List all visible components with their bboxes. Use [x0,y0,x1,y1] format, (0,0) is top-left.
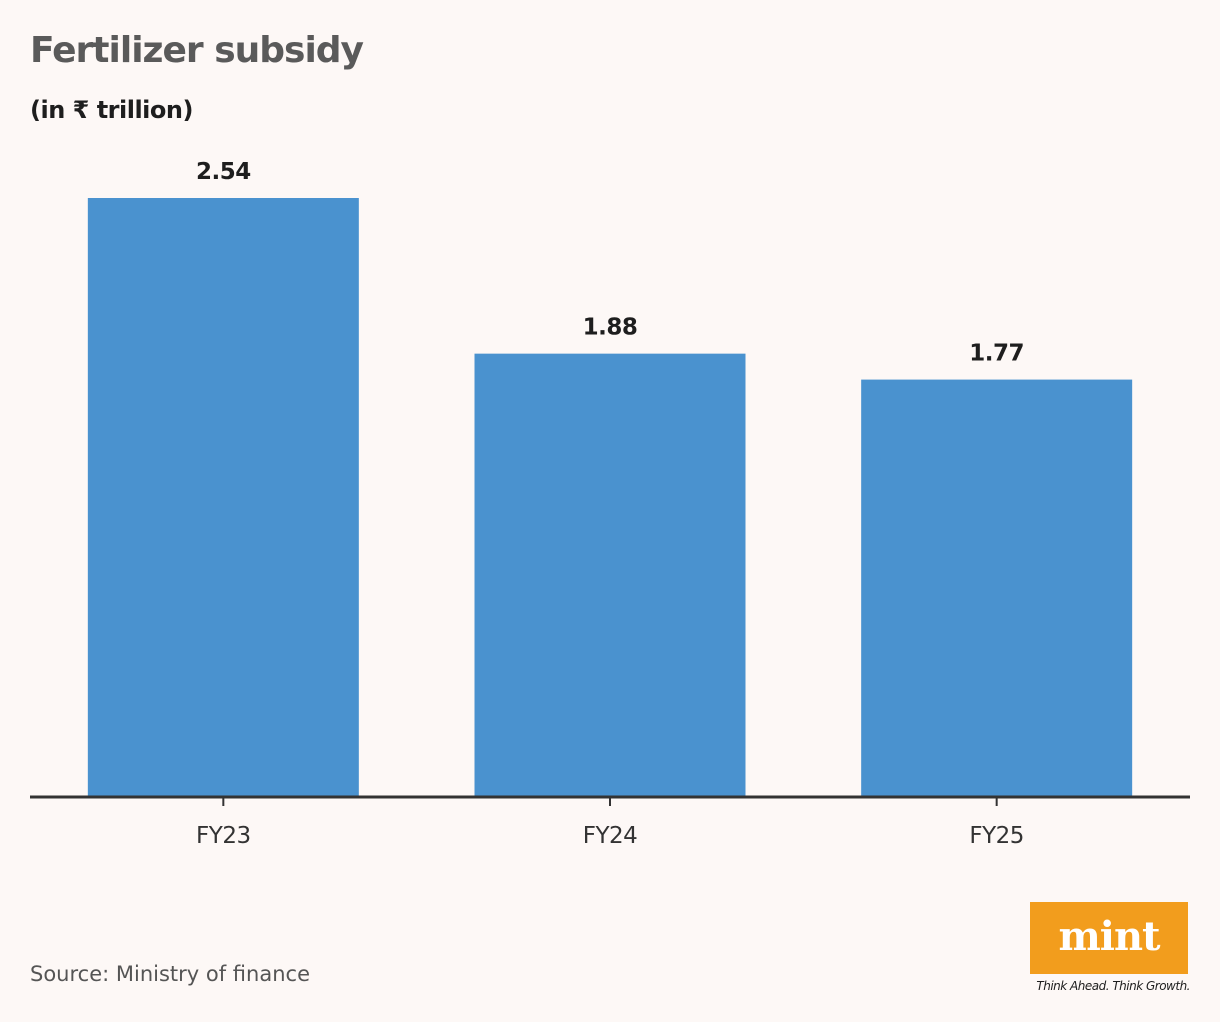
bar-chart: 2.54 FY23 1.88 FY24 1.77 FY25 [30,159,1190,849]
x-tick-label-fy25: FY25 [969,823,1024,849]
chart-title: Fertilizer subsidy [30,30,364,71]
bar-fy24 [474,353,746,797]
bar-fy23 [87,198,359,797]
x-tick-label-fy23: FY23 [196,823,251,849]
logo-text: mint [1058,912,1160,960]
x-tick-label-fy24: FY24 [583,823,638,849]
data-label-fy25: 1.77 [969,341,1024,367]
bar-fy25 [861,379,1133,797]
data-label-fy24: 1.88 [583,315,638,341]
source-note: Source: Ministry of finance [30,962,310,986]
logo-tagline: Think Ahead. Think Growth. [1036,979,1190,993]
mint-logo: mint [1030,902,1188,974]
data-label-fy23: 2.54 [196,159,251,185]
chart-subtitle: (in ₹ trillion) [30,96,193,124]
